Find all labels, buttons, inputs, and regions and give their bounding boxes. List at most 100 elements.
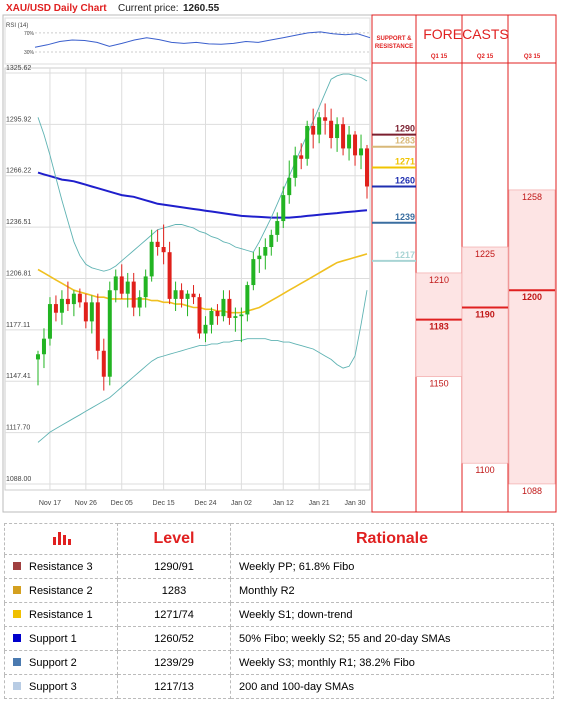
row-level: 1217/13 [117, 674, 231, 699]
candle-body [281, 195, 286, 222]
overlay-line [37, 171, 368, 219]
candle-body [257, 255, 262, 260]
sr-title-line: SUPPORT & [376, 36, 412, 42]
row-rationale: 200 and 100-day SMAs [230, 674, 554, 699]
sr-label: 1239 [395, 212, 415, 222]
y-tick-label: 1266.22 [6, 168, 31, 175]
candle-body [41, 338, 46, 355]
sr-label: 1290 [395, 124, 415, 134]
candle-body [305, 125, 310, 159]
sr-title: SUPPORT & RESISTANCE [375, 36, 413, 50]
row-name-cell: Resistance 1 [4, 602, 118, 627]
rsi-frame [4, 17, 371, 65]
candle-body [167, 252, 172, 299]
candle-body [209, 310, 214, 325]
candle-body [53, 304, 58, 313]
header-level: Level [117, 523, 231, 555]
candle-body [251, 259, 256, 286]
candle-body [71, 293, 76, 305]
forecast-title: FORECASTS [423, 26, 509, 42]
row-name-cell: Support 2 [4, 650, 118, 675]
column-title: Q1 15 [431, 54, 448, 60]
row-color [13, 609, 21, 618]
candle-body [341, 124, 346, 149]
candle-body [233, 316, 238, 318]
overlay-line [37, 290, 368, 443]
candle-body [89, 302, 94, 322]
candle-body [59, 298, 64, 313]
candle-body [353, 134, 358, 156]
x-tick-label: Dec 15 [153, 500, 175, 507]
y-tick-label: 1325.62 [6, 65, 31, 72]
candle-body [365, 148, 370, 187]
sr-label: 1260 [395, 175, 415, 185]
forecast-label: 1225 [475, 249, 495, 259]
rsi-title: RSI (14) [6, 23, 28, 29]
candle-body [47, 304, 52, 339]
forecast-label: 1210 [429, 275, 449, 285]
candle-body [95, 302, 100, 351]
column-title: Q3 15 [524, 54, 541, 60]
x-tick-label: Jan 30 [345, 500, 366, 507]
chart: XAU/USD Daily Chart Current price: 1260.… [2, 3, 557, 513]
row-name: Support 3 [29, 680, 77, 693]
candle-body [245, 285, 250, 315]
row-name: Support 2 [29, 656, 77, 669]
y-tick-label: 1117.70 [6, 425, 30, 432]
candle-body [179, 290, 184, 299]
table-row: Support 1 1260/52 50% Fibo; weekly S2; 55 … [4, 626, 554, 651]
row-name: Resistance 1 [29, 608, 93, 621]
sr-title-line: RESISTANCE [375, 44, 413, 50]
y-tick-label: 1206.81 [6, 270, 31, 277]
row-level: 1260/52 [117, 626, 231, 651]
candle-body [143, 276, 148, 298]
table-header: Level Rationale [4, 523, 554, 555]
row-level: 1290/91 [117, 554, 231, 579]
candle-body [173, 290, 178, 299]
candle-body [101, 350, 106, 377]
row-name-cell: Resistance 3 [4, 554, 118, 579]
candle-body [191, 293, 196, 298]
candle-body [83, 302, 88, 322]
row-color [13, 585, 21, 594]
candle-body [119, 276, 124, 294]
table-row: Support 3 1217/13 200 and 100-day SMAs [4, 674, 554, 699]
row-name: Support 1 [29, 632, 77, 645]
row-name: Resistance 2 [29, 584, 93, 597]
candle-body [185, 293, 190, 299]
candle-body [275, 221, 280, 235]
candle-body [239, 314, 244, 317]
forecast-range [461, 246, 509, 464]
candle-body [287, 177, 292, 196]
candle-body [113, 276, 118, 291]
header-icon [4, 523, 118, 555]
y-tick-label: 1177.11 [6, 322, 30, 329]
price: 1260.55 [183, 3, 220, 14]
forecast-label: 1190 [475, 310, 495, 320]
forecast-range [508, 189, 556, 485]
row-color [13, 561, 21, 570]
candle-body [35, 354, 40, 360]
candle-body [269, 234, 274, 248]
candle-body [299, 155, 304, 159]
row-name-cell: Resistance 2 [4, 578, 118, 603]
column-title: Q2 15 [477, 54, 494, 60]
candle-body [293, 155, 298, 178]
candle-body [227, 298, 232, 318]
row-level: 1271/74 [117, 602, 231, 627]
candle-body [77, 293, 82, 303]
rsi-tick-label: 70% [24, 31, 35, 37]
x-tick-label: Nov 17 [39, 500, 61, 507]
x-tick-label: Jan 12 [273, 500, 294, 507]
row-color [13, 681, 21, 690]
row-level: 1283 [117, 578, 231, 603]
candle-body [137, 297, 142, 308]
table-row: Support 2 1239/29 Weekly S3; monthly R1; 3… [4, 650, 554, 675]
row-name: Resistance 3 [29, 560, 93, 573]
candle-body [215, 310, 220, 317]
x-tick-label: Dec 05 [111, 500, 133, 507]
candle-body [335, 124, 340, 139]
x-tick-label: Jan 02 [231, 500, 252, 507]
overlay-line [37, 73, 368, 272]
